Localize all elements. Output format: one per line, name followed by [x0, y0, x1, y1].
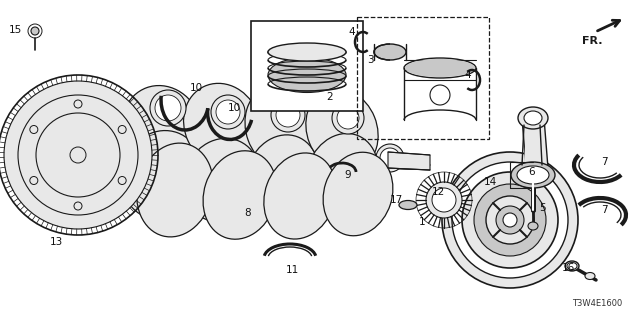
Ellipse shape — [565, 261, 579, 271]
Ellipse shape — [567, 262, 577, 269]
Circle shape — [426, 182, 462, 218]
Text: 1: 1 — [419, 217, 426, 227]
Ellipse shape — [405, 59, 475, 77]
Text: 6: 6 — [529, 167, 535, 177]
Ellipse shape — [268, 43, 346, 61]
Text: 9: 9 — [345, 170, 351, 180]
Ellipse shape — [404, 58, 476, 78]
Circle shape — [496, 206, 524, 234]
Ellipse shape — [245, 85, 319, 171]
Circle shape — [271, 98, 305, 132]
Text: FR.: FR. — [582, 36, 602, 46]
Ellipse shape — [376, 144, 404, 172]
Ellipse shape — [511, 162, 555, 188]
Circle shape — [155, 95, 181, 121]
Ellipse shape — [518, 107, 548, 129]
Circle shape — [442, 152, 578, 288]
Ellipse shape — [260, 142, 280, 162]
Text: 4: 4 — [465, 70, 471, 80]
Circle shape — [486, 196, 534, 244]
Text: T3W4E1600: T3W4E1600 — [572, 299, 622, 308]
Ellipse shape — [524, 111, 542, 125]
Polygon shape — [388, 152, 430, 170]
Ellipse shape — [528, 222, 538, 230]
Ellipse shape — [399, 201, 417, 210]
Ellipse shape — [268, 58, 346, 92]
Text: 10: 10 — [227, 103, 241, 113]
Text: 11: 11 — [285, 265, 299, 275]
Ellipse shape — [517, 166, 549, 184]
Circle shape — [276, 103, 300, 127]
Ellipse shape — [184, 138, 260, 222]
Circle shape — [452, 162, 568, 278]
Ellipse shape — [196, 134, 224, 162]
Circle shape — [211, 95, 245, 129]
Ellipse shape — [200, 138, 220, 158]
Text: 2: 2 — [326, 92, 333, 102]
Ellipse shape — [380, 148, 400, 168]
Text: 10: 10 — [189, 83, 203, 93]
Ellipse shape — [184, 83, 260, 167]
Text: 15: 15 — [8, 25, 22, 35]
Text: 13: 13 — [49, 237, 63, 247]
Text: 4: 4 — [349, 27, 355, 37]
Text: 17: 17 — [389, 195, 403, 205]
Ellipse shape — [122, 85, 203, 174]
Circle shape — [31, 27, 39, 35]
Circle shape — [216, 100, 240, 124]
Circle shape — [4, 81, 152, 229]
Ellipse shape — [245, 135, 319, 221]
Circle shape — [474, 184, 546, 256]
Circle shape — [503, 213, 517, 227]
Circle shape — [432, 188, 456, 212]
Polygon shape — [522, 118, 548, 168]
Ellipse shape — [320, 145, 340, 165]
Ellipse shape — [323, 152, 393, 236]
Text: 7: 7 — [601, 205, 607, 215]
Text: 3: 3 — [367, 55, 373, 65]
Text: 5: 5 — [540, 203, 547, 213]
Ellipse shape — [306, 88, 378, 172]
Circle shape — [462, 172, 558, 268]
Ellipse shape — [137, 143, 213, 237]
Ellipse shape — [203, 151, 277, 239]
Ellipse shape — [306, 133, 378, 217]
Polygon shape — [524, 125, 540, 165]
Ellipse shape — [140, 135, 160, 155]
Circle shape — [337, 107, 359, 129]
Circle shape — [332, 102, 364, 134]
Ellipse shape — [316, 141, 344, 169]
Text: 12: 12 — [431, 187, 445, 197]
Text: 7: 7 — [601, 157, 607, 167]
Ellipse shape — [585, 273, 595, 279]
Text: 14: 14 — [483, 177, 497, 187]
Ellipse shape — [264, 153, 336, 239]
Circle shape — [430, 85, 450, 105]
Text: 16: 16 — [561, 263, 575, 273]
Ellipse shape — [122, 131, 203, 220]
FancyBboxPatch shape — [251, 21, 363, 111]
Ellipse shape — [256, 138, 284, 166]
Ellipse shape — [136, 131, 164, 159]
Text: 8: 8 — [244, 208, 252, 218]
Circle shape — [150, 90, 186, 126]
Ellipse shape — [374, 44, 406, 60]
